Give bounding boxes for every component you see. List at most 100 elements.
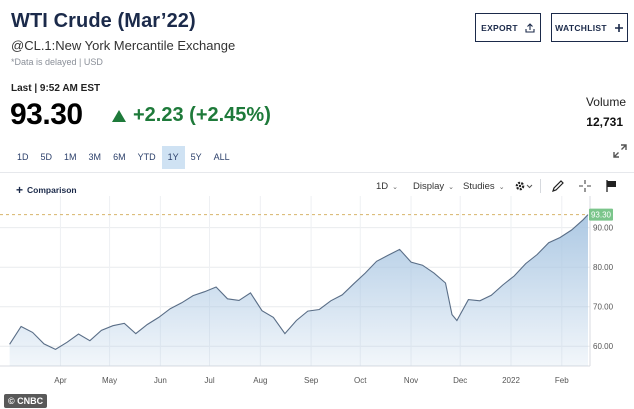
comparison-plus-icon: + bbox=[16, 183, 24, 197]
data-point bbox=[169, 307, 172, 310]
data-point bbox=[295, 319, 298, 322]
data-point bbox=[513, 274, 516, 277]
data-point bbox=[387, 254, 390, 257]
comparison-label: Comparison bbox=[27, 185, 77, 195]
last-price-tag bbox=[589, 208, 613, 221]
data-point bbox=[65, 341, 68, 344]
interval-label: 1D bbox=[376, 181, 389, 192]
watchlist-label: WATCHLIST bbox=[555, 22, 607, 33]
x-tick-label: Dec bbox=[453, 376, 467, 385]
range-tab-1m[interactable]: 1M bbox=[64, 152, 77, 162]
data-point bbox=[329, 299, 332, 302]
x-tick-label: Jul bbox=[204, 376, 214, 385]
data-point bbox=[111, 324, 114, 327]
range-tab-5d[interactable]: 5D bbox=[40, 152, 53, 162]
range-tab-all[interactable]: ALL bbox=[213, 152, 230, 162]
studies-label: Studies bbox=[463, 181, 495, 192]
x-tick-label: Jun bbox=[154, 376, 167, 385]
data-point bbox=[524, 262, 527, 265]
x-tick-label: 2022 bbox=[502, 376, 520, 385]
data-point bbox=[123, 322, 126, 325]
range-tab-3m[interactable]: 3M bbox=[88, 152, 102, 162]
x-tick-label: Oct bbox=[354, 376, 367, 385]
volume-label: Volume bbox=[585, 95, 626, 109]
data-point bbox=[318, 308, 321, 311]
y-tick-label: 80.00 bbox=[593, 263, 614, 272]
data-point bbox=[180, 301, 183, 304]
data-point bbox=[421, 264, 424, 267]
data-point bbox=[215, 285, 218, 288]
data-point bbox=[260, 309, 263, 312]
watchlist-button[interactable]: WATCHLIST bbox=[551, 13, 628, 42]
data-point bbox=[54, 348, 57, 351]
data-point bbox=[237, 299, 240, 302]
interval-dropdown[interactable]: 1D ⌄ bbox=[376, 181, 398, 192]
price-change: +2.23 (+2.45%) bbox=[133, 104, 271, 126]
x-tick-label: Feb bbox=[555, 376, 569, 385]
data-point bbox=[536, 253, 539, 256]
data-point bbox=[77, 332, 80, 335]
data-point bbox=[8, 343, 11, 346]
exchange-subtitle: @CL.1:New York Mercantile Exchange bbox=[11, 38, 236, 53]
data-point bbox=[88, 339, 91, 342]
y-tick-label: 90.00 bbox=[593, 224, 614, 233]
data-point bbox=[547, 241, 550, 244]
last-trade-time: Last | 9:52 AM EST bbox=[11, 83, 101, 94]
data-point bbox=[226, 297, 229, 300]
data-point bbox=[559, 236, 562, 239]
data-point bbox=[364, 272, 367, 275]
data-point bbox=[283, 332, 286, 335]
plus-icon bbox=[614, 23, 623, 32]
data-point bbox=[352, 282, 355, 285]
export-button[interactable]: EXPORT bbox=[475, 13, 541, 42]
data-point bbox=[570, 228, 573, 231]
data-point bbox=[490, 294, 493, 297]
data-point bbox=[42, 342, 45, 345]
delay-note: *Data is delayed | USD bbox=[11, 57, 103, 67]
data-point bbox=[134, 332, 137, 335]
display-dropdown[interactable]: Display ⌄ bbox=[413, 181, 454, 192]
data-point bbox=[192, 294, 195, 297]
data-point bbox=[249, 291, 252, 294]
export-icon bbox=[525, 22, 535, 33]
range-tab-5y[interactable]: 5Y bbox=[190, 152, 202, 162]
toolbar-divider bbox=[0, 172, 634, 173]
cnbc-watermark: © CNBC bbox=[4, 394, 48, 408]
comparison-button[interactable]: + Comparison bbox=[16, 183, 77, 197]
price-line bbox=[9, 214, 589, 351]
up-arrow-icon bbox=[112, 110, 126, 122]
export-label: EXPORT bbox=[481, 22, 518, 33]
last-price-tag-label: 93.30 bbox=[591, 211, 612, 220]
x-tick-label: May bbox=[102, 376, 117, 385]
pencil-draw-icon[interactable] bbox=[551, 179, 565, 193]
range-tab-1y[interactable]: 1Y bbox=[161, 146, 185, 169]
x-tick-label: Apr bbox=[54, 376, 67, 385]
range-tab-ytd[interactable]: YTD bbox=[137, 152, 156, 162]
data-point bbox=[341, 293, 344, 296]
flag-icon[interactable] bbox=[604, 179, 618, 193]
data-point bbox=[203, 290, 206, 293]
instrument-title: WTI Crude (Mar’22) bbox=[11, 10, 196, 32]
price-chart[interactable]: 60.00 70.00 80.00 90.00 Apr May Jun Jul Aug Sep Oc… bbox=[0, 196, 634, 394]
data-point bbox=[157, 316, 160, 319]
display-label: Display bbox=[413, 181, 445, 192]
data-point bbox=[20, 325, 23, 328]
data-point bbox=[467, 298, 470, 301]
crosshair-icon[interactable] bbox=[578, 179, 592, 193]
range-tab-6m[interactable]: 6M bbox=[113, 152, 126, 162]
range-tab-1d[interactable]: 1D bbox=[17, 152, 29, 162]
data-point bbox=[501, 283, 504, 286]
expand-icon[interactable] bbox=[612, 143, 628, 159]
x-tick-label: Nov bbox=[404, 376, 418, 385]
data-point bbox=[272, 316, 275, 319]
data-point bbox=[582, 218, 585, 221]
data-point bbox=[398, 248, 401, 251]
toolbar-separator bbox=[540, 179, 541, 193]
chevron-down-icon: ⌄ bbox=[498, 183, 505, 191]
settings-gear-icon[interactable] bbox=[514, 179, 534, 193]
volume-value: 12,731 bbox=[586, 115, 623, 129]
studies-dropdown[interactable]: Studies ⌄ bbox=[463, 181, 505, 192]
data-point bbox=[450, 313, 453, 316]
data-point bbox=[455, 319, 458, 322]
data-point bbox=[306, 310, 309, 313]
